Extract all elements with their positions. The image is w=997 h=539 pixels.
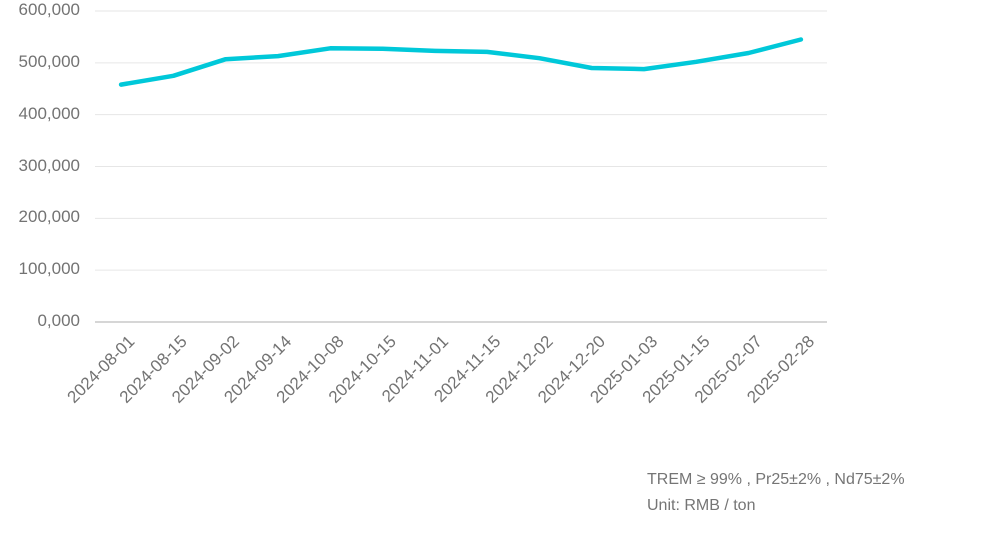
x-axis-labels: 2024-08-012024-08-152024-09-022024-09-14… xyxy=(64,332,819,407)
y-tick-label: 500,000 xyxy=(18,51,80,71)
unit-note: Unit: RMB / ton xyxy=(647,497,756,514)
spec-note: TREM ≥ 99% , Pr25±2% , Nd75±2% xyxy=(647,471,905,488)
y-tick-label: 400,000 xyxy=(18,103,80,123)
price-line xyxy=(118,37,804,87)
y-tick-label: 200,000 xyxy=(18,207,80,227)
y-tick-label: 100,000 xyxy=(18,259,80,279)
y-tick-label: 600,000 xyxy=(18,0,80,19)
y-tick-label: 0,000 xyxy=(37,311,80,330)
y-tick-label: 300,000 xyxy=(18,155,80,175)
